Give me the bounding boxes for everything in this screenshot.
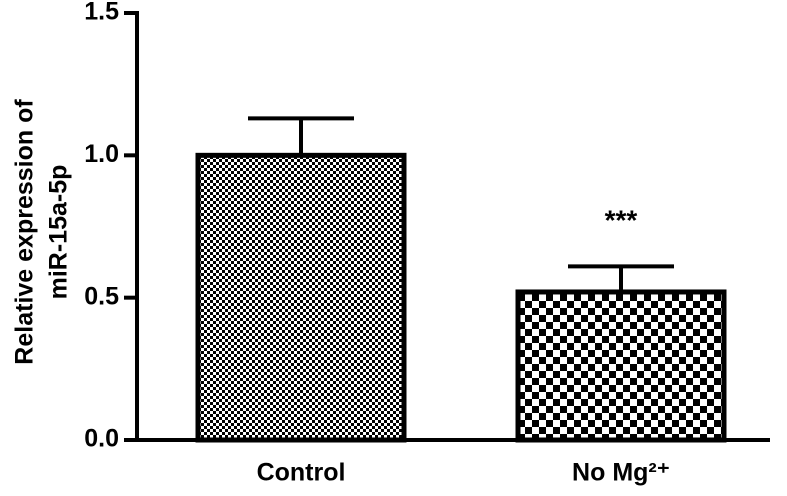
significance-label: *** [605,205,638,236]
y-tick-label: 0.5 [84,282,119,310]
y-tick-label: 0.0 [84,425,119,453]
x-tick-label: Control [257,459,346,487]
y-tick-label: 1.5 [84,0,119,26]
y-tick-label: 1.0 [84,140,119,168]
x-tick-label: No Mg²⁺ [572,459,670,487]
y-axis-label: miR-15a-5p [45,165,73,300]
bar [515,289,727,443]
y-axis-label: Relative expression of [11,99,39,365]
bar [195,152,407,443]
